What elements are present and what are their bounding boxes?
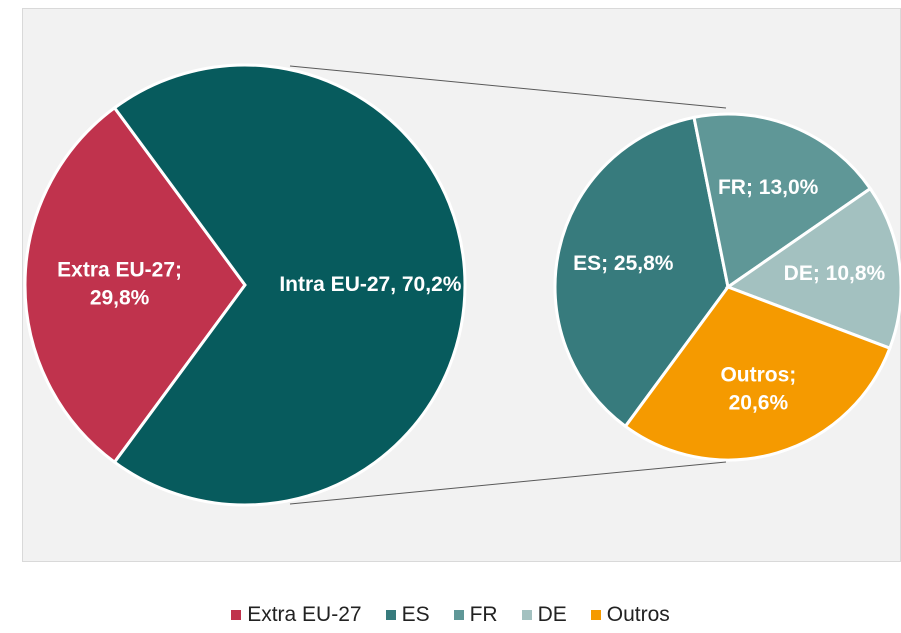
data-label: DE; 10,8% (783, 261, 886, 285)
legend-label: FR (469, 603, 498, 626)
pie-slice (623, 285, 892, 462)
legend-label: ES (401, 603, 430, 626)
legend-item: FR (453, 603, 498, 627)
legend-item: ES (385, 603, 430, 627)
legend-item: DE (521, 603, 567, 627)
data-label: ES; 25,8% (573, 251, 674, 275)
legend-label: DE (537, 603, 567, 626)
pie-slice (724, 186, 901, 351)
legend-swatch (521, 610, 532, 620)
legend-swatch (385, 610, 396, 620)
legend-swatch (453, 610, 464, 620)
legend-swatch (231, 610, 242, 620)
data-label: Outros; 20,6% (720, 363, 797, 415)
data-label: FR; 13,0% (717, 175, 819, 199)
legend-swatch (590, 610, 601, 620)
connector-line (289, 461, 727, 505)
legend-item: Outros (590, 603, 670, 627)
data-label: Intra EU-27, 70,2% (279, 272, 462, 296)
connector-line (289, 65, 727, 109)
legend-item: Extra EU-27 (231, 603, 362, 627)
pie-slice (23, 105, 247, 465)
pie-slice (553, 115, 730, 429)
pie-slice (692, 112, 873, 290)
data-label: Extra EU-27; 29,8% (57, 258, 183, 310)
legend-label: Outros (606, 603, 670, 626)
legend: Extra EU-27 ES FR DE Outros (0, 603, 901, 627)
legend-label: Extra EU-27 (247, 603, 362, 626)
pie-slice (112, 63, 467, 507)
